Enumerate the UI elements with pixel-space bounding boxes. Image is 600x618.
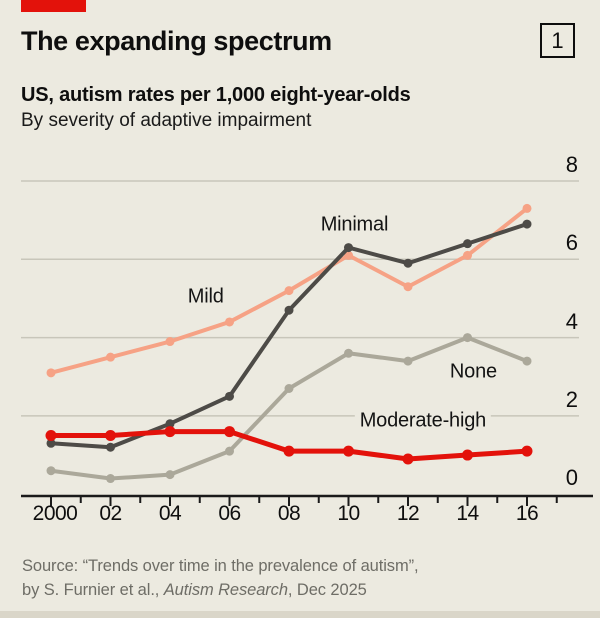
data-point — [45, 429, 57, 441]
data-point — [521, 445, 533, 457]
data-point — [224, 426, 235, 438]
data-point — [344, 348, 353, 358]
series-moderate-high — [45, 426, 533, 465]
data-point — [284, 384, 294, 394]
x-tick-label: 02 — [99, 502, 122, 525]
source-line-2: by S. Furnier et al., Autism Research, D… — [22, 581, 367, 599]
journal-name: Autism Research — [163, 581, 288, 599]
data-point — [402, 453, 414, 465]
data-point — [522, 219, 532, 229]
y-tick-label: 4 — [565, 308, 578, 334]
data-point — [463, 333, 472, 343]
data-point — [403, 282, 413, 292]
data-point — [284, 286, 294, 296]
data-point — [106, 474, 115, 484]
series-minimal — [46, 219, 532, 452]
series-mild — [46, 203, 532, 378]
data-point — [225, 317, 234, 327]
red-tag-bar — [21, 0, 86, 12]
data-point — [106, 442, 115, 452]
data-point — [283, 445, 295, 457]
data-point — [225, 391, 234, 401]
data-point — [46, 466, 56, 476]
data-point — [463, 239, 472, 249]
x-tick-label: 2000 — [32, 502, 78, 525]
data-point — [165, 470, 175, 480]
data-point — [164, 426, 176, 438]
data-point — [344, 250, 353, 260]
data-point — [344, 243, 353, 253]
x-tick-label: 16 — [515, 502, 539, 525]
x-tick-label: 10 — [337, 502, 360, 525]
x-tick-label: 08 — [277, 502, 301, 525]
figure-number: 1 — [551, 27, 564, 53]
chart-subtitle-secondary: By severity of adaptive impairment — [21, 110, 312, 131]
data-point — [343, 445, 354, 457]
data-point — [165, 337, 175, 347]
series-label-moderate-high: Moderate-high — [354, 409, 492, 433]
footer-strip — [0, 611, 600, 618]
data-point — [522, 356, 532, 366]
y-tick-label: 6 — [565, 230, 578, 256]
data-point — [105, 429, 116, 441]
y-tick-label: 2 — [565, 386, 578, 412]
data-point — [46, 438, 56, 448]
y-tick-label: 0 — [565, 465, 578, 491]
data-point — [463, 250, 472, 260]
data-point — [284, 305, 294, 315]
chart-subtitle: US, autism rates per 1,000 eight-year-ol… — [21, 84, 411, 106]
source-note: Source: “Trends over time in the prevale… — [22, 554, 419, 602]
source-line-1: Source: “Trends over time in the prevale… — [22, 557, 419, 575]
figure-number-box: 1 — [540, 23, 575, 58]
series-label-minimal: Minimal — [320, 213, 389, 236]
data-point — [522, 203, 532, 213]
data-point — [225, 446, 234, 456]
series-none — [46, 333, 532, 484]
chart-title: The expanding spectrum — [21, 26, 332, 56]
data-point — [462, 449, 473, 461]
series-label-none: None — [449, 360, 497, 383]
x-tick-label: 14 — [456, 502, 479, 525]
series-label-mild: Mild — [187, 285, 224, 308]
data-point — [165, 419, 175, 429]
x-tick-label: 06 — [218, 502, 241, 525]
data-point — [106, 352, 115, 362]
data-point — [46, 368, 56, 378]
x-tick-label: 04 — [158, 502, 182, 525]
data-point — [403, 258, 413, 268]
y-tick-label: 8 — [565, 152, 578, 178]
data-point — [403, 356, 413, 366]
x-tick-label: 12 — [396, 502, 420, 525]
